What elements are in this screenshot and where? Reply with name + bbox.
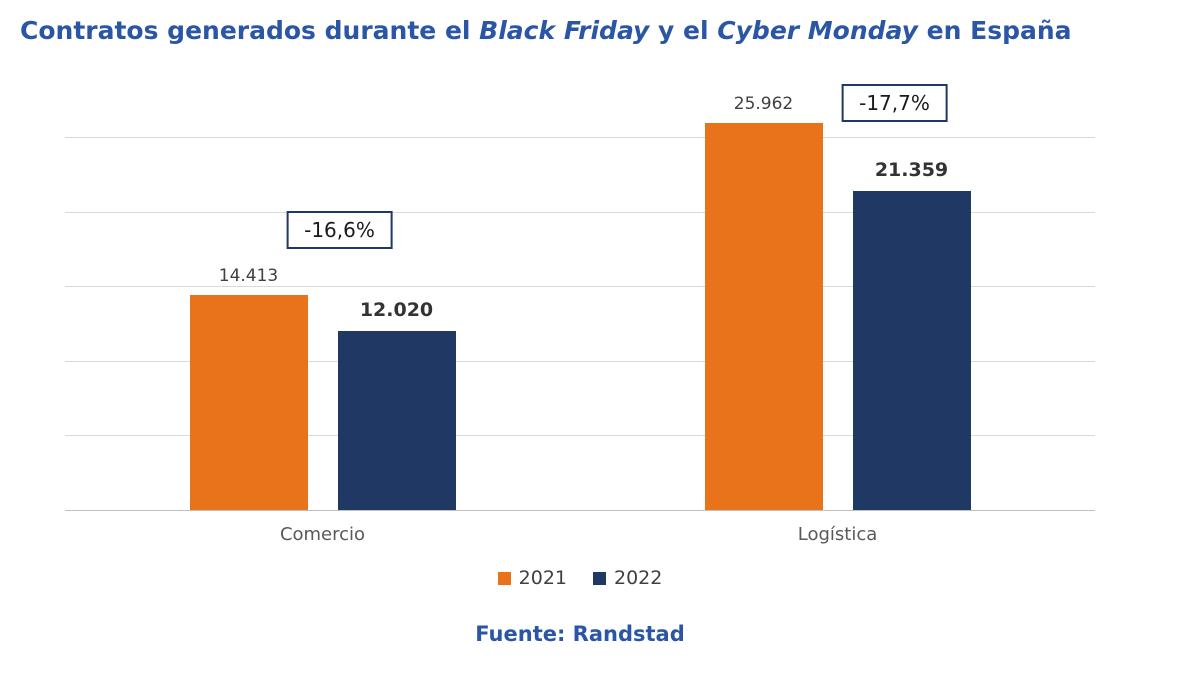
legend-label-2022: 2022: [614, 567, 663, 589]
gridline-5000: [65, 435, 1095, 437]
legend-item-2021: 2021: [497, 567, 567, 589]
legend-swatch-2022: [593, 571, 606, 585]
gridline-20000: [65, 211, 1095, 213]
gridline-15000: [65, 286, 1095, 288]
category-label-logistica: Logística: [797, 524, 878, 545]
source-note: Fuente: Randstad: [475, 622, 685, 646]
value-label-2022-logistica: 21.359: [874, 159, 949, 182]
gridline-10000: [65, 360, 1095, 362]
gridline-25000: [65, 137, 1095, 138]
bar-2021-comercio: [189, 294, 308, 510]
legend: 2021 2022: [65, 567, 1095, 589]
value-label-2021-logistica: 25.962: [733, 93, 794, 114]
bar-2022-logistica: [852, 191, 971, 510]
chart-title: Contratos generados durante el Black Fri…: [20, 16, 1072, 45]
legend-item-2022: 2022: [593, 567, 662, 589]
value-label-2022-comercio: 12.020: [359, 298, 434, 321]
title-italic-cyber-monday: Cyber Monday: [717, 16, 918, 45]
title-italic-black-friday: Black Friday: [479, 16, 650, 45]
category-label-comercio: Comercio: [279, 524, 366, 545]
legend-swatch-2021: [497, 571, 511, 585]
bar-2021-logistica: [704, 122, 823, 510]
change-callout-comercio: -16,6%: [286, 210, 393, 249]
title-text-2: y el: [649, 16, 718, 45]
value-label-2021-comercio: 14.413: [218, 265, 279, 286]
x-axis-line: [65, 510, 1095, 511]
change-callout-logistica: -17,7%: [841, 84, 948, 123]
title-text-3: en España: [917, 16, 1072, 45]
title-text-1: Contratos generados durante el: [20, 16, 480, 45]
bar-2022-comercio: [337, 330, 456, 510]
legend-label-2021: 2021: [518, 567, 567, 589]
